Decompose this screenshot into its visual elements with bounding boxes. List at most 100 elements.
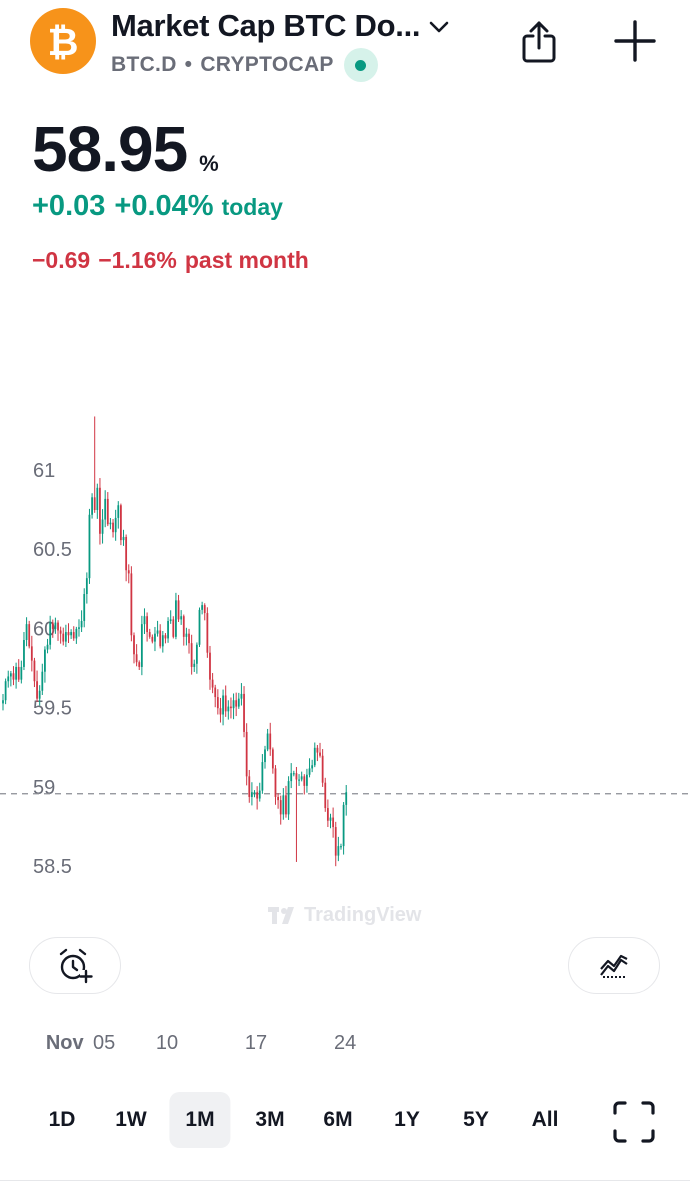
range-1d-button[interactable]: 1D <box>48 1108 76 1131</box>
tradingview-watermark: TradingView <box>268 904 421 927</box>
candle-body <box>266 733 269 750</box>
candle-body <box>321 755 324 783</box>
price-chart[interactable]: 61 60.5 60 59.5 59 58.5 <box>0 380 690 900</box>
market-status-icon <box>343 48 378 82</box>
y-tick-label: 59 <box>33 777 55 799</box>
candle-body <box>78 627 80 629</box>
y-tick-label: 61 <box>33 460 55 482</box>
candle-body <box>114 517 117 533</box>
candle-body <box>96 487 99 510</box>
range-3m-button[interactable]: 3M <box>255 1108 285 1131</box>
change-month-pct: −1.16% <box>98 247 177 273</box>
candle-body <box>172 619 175 637</box>
share-button[interactable] <box>514 14 564 70</box>
candle-body <box>104 498 107 520</box>
candle-body <box>109 522 112 525</box>
candle-body <box>258 790 261 799</box>
x-tick-label: 24 <box>333 1032 357 1054</box>
candle-body <box>201 605 204 610</box>
candle-body <box>30 646 33 661</box>
candle-body <box>214 687 217 698</box>
candle-body <box>316 747 319 753</box>
range-1w-button[interactable]: 1W <box>115 1108 147 1131</box>
candle-body <box>324 782 327 809</box>
candle-body <box>91 497 93 515</box>
candle-body <box>198 609 201 645</box>
range-5y-button[interactable]: 5Y <box>463 1108 489 1131</box>
candle-body <box>127 570 130 574</box>
x-tick-label: 10 <box>155 1032 179 1054</box>
candle-body <box>209 652 211 680</box>
symbol-title[interactable]: Market Cap BTC Do... <box>111 8 421 43</box>
candle-body <box>269 733 272 750</box>
candle-body <box>135 654 138 663</box>
candle-body <box>248 776 251 797</box>
candle-body <box>342 804 345 847</box>
candle-body <box>54 622 57 629</box>
candle-body <box>232 700 235 709</box>
candle-body <box>15 666 17 680</box>
range-all-button[interactable]: All <box>531 1108 559 1131</box>
x-tick-label: 05 <box>92 1032 116 1054</box>
candle-body <box>151 636 154 642</box>
watermark-text: TradingView <box>304 904 422 926</box>
bitcoin-logo-icon: ₿ <box>30 8 96 74</box>
candle-body <box>295 773 298 780</box>
candle-body <box>46 644 49 650</box>
candle-body <box>62 633 65 642</box>
change-month-label: past month <box>184 247 309 273</box>
plus-icon <box>614 20 656 62</box>
chevron-down-icon[interactable] <box>428 20 450 34</box>
range-1m-button[interactable]: 1M <box>169 1092 231 1148</box>
y-tick-label: 59.5 <box>33 698 72 720</box>
candle-body <box>164 635 167 639</box>
candle-body <box>51 622 54 629</box>
candle-body <box>206 613 209 653</box>
candle-body <box>25 624 28 640</box>
indicators-icon <box>600 954 628 978</box>
candle-body <box>195 644 198 664</box>
add-to-watchlist-button[interactable] <box>610 16 660 66</box>
candle-body <box>120 505 122 541</box>
candle-body <box>146 616 148 633</box>
candle-body <box>2 700 4 704</box>
indicators-button[interactable] <box>568 937 660 994</box>
candle-body <box>326 808 329 821</box>
range-1y-button[interactable]: 1Y <box>394 1108 420 1131</box>
candle-body <box>237 698 240 707</box>
candle-body <box>300 776 303 780</box>
candle-body <box>99 487 101 534</box>
add-alert-button[interactable] <box>29 937 121 994</box>
candle-body <box>211 679 214 688</box>
candle-body <box>340 846 342 848</box>
candle-body <box>180 616 183 620</box>
candle-body <box>122 536 125 541</box>
candle-body <box>138 662 141 667</box>
candle-body <box>243 693 245 732</box>
fullscreen-icon <box>613 1101 655 1143</box>
range-6m-button[interactable]: 6M <box>323 1108 353 1131</box>
last-price: 58.95 <box>32 113 188 185</box>
candle-body <box>319 752 321 756</box>
x-tick-label: Nov <box>45 1032 84 1054</box>
header: ₿ Market Cap BTC Do... BTC.D • CRYPTOCAP <box>0 0 690 90</box>
candle-body <box>332 817 335 828</box>
candle-body <box>282 795 285 815</box>
candle-body <box>285 795 287 815</box>
candle-body <box>311 765 314 769</box>
candle-body <box>112 522 114 533</box>
symbol-title-group[interactable]: Market Cap BTC Do... BTC.D • CRYPTOCAP <box>111 8 450 82</box>
candle-body <box>329 817 332 821</box>
candle-body <box>36 681 38 699</box>
candle-body <box>41 671 44 691</box>
candle-body <box>70 632 73 636</box>
candle-body <box>101 519 104 534</box>
tradingview-logo-icon <box>268 906 294 924</box>
candle-body <box>28 624 31 647</box>
candle-body <box>292 773 295 775</box>
y-tick-label: 60.5 <box>33 539 72 561</box>
candle-body <box>33 660 36 682</box>
candle-body <box>271 749 274 769</box>
candle-body <box>148 632 151 637</box>
fullscreen-button[interactable] <box>612 1100 656 1144</box>
